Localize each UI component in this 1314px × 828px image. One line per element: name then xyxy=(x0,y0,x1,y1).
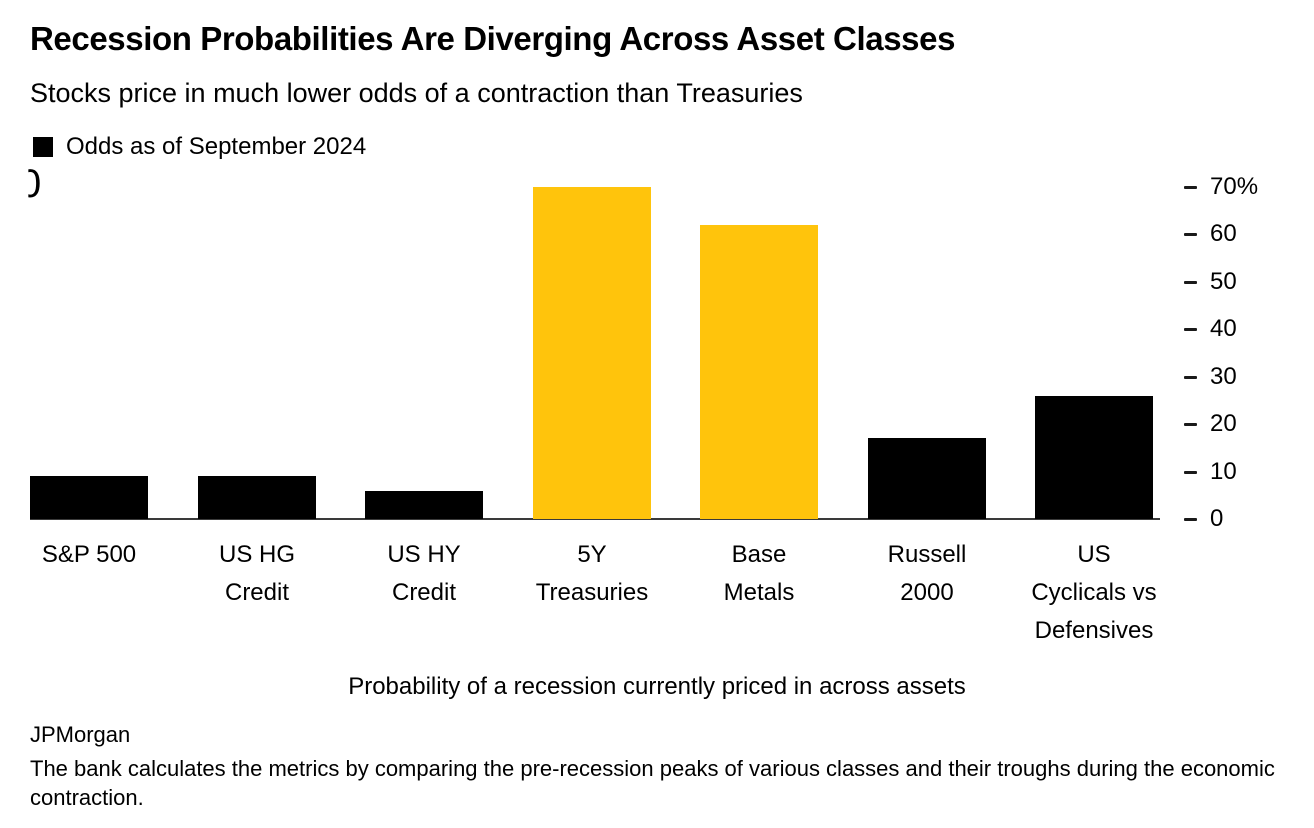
ytick-dash-30 xyxy=(1184,376,1197,379)
xlabel-base-metals: Base Metals xyxy=(723,541,795,606)
xlabel-us-hy-credit: US HY Credit xyxy=(387,541,461,606)
ytick-label-30: 30 xyxy=(1210,363,1237,390)
xlabel-us-cyclicals-vs-defensives: US Cyclicals vs Defensives xyxy=(1031,541,1157,644)
ytick-label-50: 50 xyxy=(1210,268,1237,295)
ytick-dash-70 xyxy=(1184,186,1197,189)
footnote-text: The bank calculates the metrics by compa… xyxy=(30,756,1275,810)
ytick-dash-0 xyxy=(1184,518,1197,521)
legend-label: Odds as of September 2024 xyxy=(66,133,367,160)
ytick-label-40: 40 xyxy=(1210,315,1237,342)
ytick-dash-20 xyxy=(1184,423,1197,426)
bar-us-hg-credit xyxy=(198,476,316,519)
ytick-label-20: 20 xyxy=(1210,410,1237,437)
chart-title: Recession Probabilities Are Diverging Ac… xyxy=(30,20,956,57)
xlabel-5y-treasuries: 5Y Treasuries xyxy=(535,541,649,606)
bar-base-metals xyxy=(700,225,818,519)
bar-us-hy-credit xyxy=(365,491,483,519)
chart-subtitle: Stocks price in much lower odds of a con… xyxy=(30,78,803,108)
xlabel-sandp-500: S&P 500 xyxy=(41,541,137,568)
x-axis-line xyxy=(30,518,1160,520)
ytick-dash-50 xyxy=(1184,281,1197,284)
bar-5y-treasuries xyxy=(533,187,651,519)
clipped-axis-glyph: 0 xyxy=(19,162,42,206)
ytick-label-10: 10 xyxy=(1210,458,1237,485)
ytick-dash-10 xyxy=(1184,471,1197,474)
source-label: JPMorgan xyxy=(30,722,131,747)
ytick-label-70: 70% xyxy=(1210,173,1259,200)
chart-caption: Probability of a recession currently pri… xyxy=(348,673,966,700)
ytick-dash-60 xyxy=(1184,233,1197,236)
legend-swatch-icon xyxy=(33,137,53,157)
ytick-label-60: 60 xyxy=(1210,220,1237,247)
legend: Odds as of September 2024 xyxy=(33,133,366,161)
ytick-dash-40 xyxy=(1184,328,1197,331)
xlabel-russell-2000: Russell 2000 xyxy=(887,541,967,606)
xlabel-us-hg-credit: US HG Credit xyxy=(218,541,295,606)
bar-russell-2000 xyxy=(868,438,986,519)
bar-sandp-500 xyxy=(30,476,148,519)
ytick-label-0: 0 xyxy=(1210,505,1224,532)
bar-us-cyclicals-vs-defensives xyxy=(1035,396,1153,519)
